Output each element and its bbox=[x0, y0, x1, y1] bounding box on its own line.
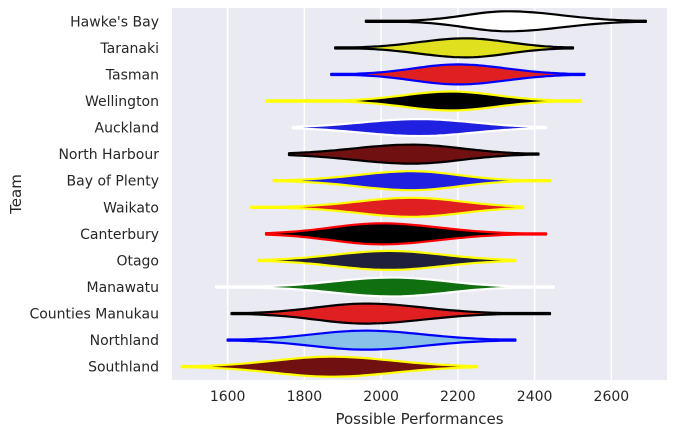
x-tick-label: 2600 bbox=[594, 389, 630, 405]
x-tick-label: 2000 bbox=[363, 389, 399, 405]
y-tick-label: Southland bbox=[88, 360, 159, 376]
violin-counties-manukau bbox=[230, 302, 552, 325]
y-tick-label: Hawke's Bay bbox=[70, 14, 159, 30]
violin-southland bbox=[180, 355, 479, 378]
violin-bay-of-plenty bbox=[272, 170, 552, 192]
x-tick-labels: 1600 1800 2000 2200 2400 2600 bbox=[210, 389, 629, 405]
y-tick-label: Counties Manukau bbox=[29, 307, 159, 323]
violins bbox=[180, 10, 647, 378]
y-tick-label: Taranaki bbox=[99, 41, 159, 57]
y-tick-label: Northland bbox=[90, 333, 159, 349]
y-tick-label: Canterbury bbox=[80, 227, 159, 243]
x-axis-label: Possible Performances bbox=[335, 410, 503, 428]
x-tick-label: 2400 bbox=[517, 389, 553, 405]
y-axis-label: Team bbox=[7, 174, 25, 215]
x-tick-label: 1800 bbox=[287, 389, 323, 405]
violin-north-harbour bbox=[287, 143, 540, 165]
violin-otago bbox=[257, 249, 517, 271]
violin-hawke-s-bay bbox=[364, 10, 647, 33]
x-tick-label: 1600 bbox=[210, 389, 246, 405]
y-tick-label: Bay of Plenty bbox=[67, 174, 159, 190]
violin-wellington bbox=[264, 90, 582, 112]
violin-manawatu bbox=[215, 276, 555, 298]
y-tick-label: Manawatu bbox=[86, 280, 159, 296]
y-tick-label: Wellington bbox=[85, 94, 159, 110]
y-tick-labels: Hawke's Bay Taranaki Tasman Wellington Auckl… bbox=[29, 14, 159, 375]
y-tick-label: Auckland bbox=[95, 121, 159, 137]
violin-tasman bbox=[330, 63, 586, 86]
x-tick-label: 2200 bbox=[440, 389, 476, 405]
y-tick-label: Tasman bbox=[105, 67, 159, 83]
plot-background bbox=[172, 8, 667, 380]
y-tick-label: Waikato bbox=[103, 200, 159, 216]
violin-canterbury bbox=[264, 222, 548, 246]
y-tick-label: North Harbour bbox=[58, 147, 159, 163]
violin-auckland bbox=[291, 118, 548, 138]
violin-taranaki bbox=[334, 37, 575, 59]
violin-waikato bbox=[249, 196, 525, 218]
violin-northland bbox=[226, 329, 517, 351]
y-tick-label: Otago bbox=[116, 253, 159, 269]
